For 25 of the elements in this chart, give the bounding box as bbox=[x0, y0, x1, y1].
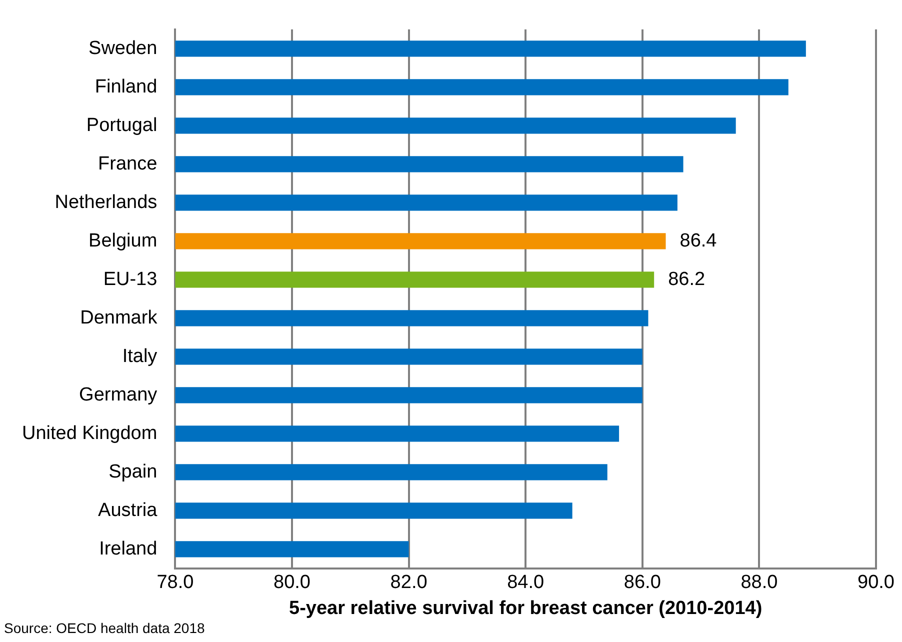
y-tick-label: Italy bbox=[122, 346, 158, 367]
x-tick-label: 86.0 bbox=[624, 572, 661, 594]
x-tick-label: 78.0 bbox=[156, 572, 194, 594]
y-tick-label: Portugal bbox=[86, 114, 158, 136]
data-label: 86.2 bbox=[668, 268, 706, 290]
data-label: 86.4 bbox=[680, 230, 718, 252]
y-tick-label: Sweden bbox=[88, 38, 158, 59]
x-tick-label: 90.0 bbox=[858, 572, 894, 594]
x-tick-label: 88.0 bbox=[740, 572, 778, 594]
x-tick-label: 80.0 bbox=[274, 572, 310, 594]
y-tick-label: Finland bbox=[94, 76, 158, 98]
x-axis-title: 5-year relative survival for breast cancer (2010-2014) bbox=[289, 598, 762, 619]
y-tick-label: France bbox=[98, 153, 158, 174]
y-tick-label: Netherlands bbox=[54, 192, 158, 213]
y-tick-label: EU-13 bbox=[103, 268, 158, 290]
y-tick-label: Germany bbox=[79, 384, 158, 406]
y-tick-label: Denmark bbox=[80, 307, 158, 328]
x-tick-label: 82.0 bbox=[390, 572, 428, 594]
y-tick-label: Austria bbox=[98, 500, 158, 521]
y-tick-label: Ireland bbox=[99, 538, 158, 560]
y-tick-label: Belgium bbox=[88, 230, 158, 252]
x-tick-label: 84.0 bbox=[507, 572, 544, 594]
y-tick-label: United Kingdom bbox=[22, 422, 158, 444]
y-tick-label: Spain bbox=[108, 461, 158, 482]
source-note: Source: OECD health data 2018 bbox=[4, 620, 205, 636]
